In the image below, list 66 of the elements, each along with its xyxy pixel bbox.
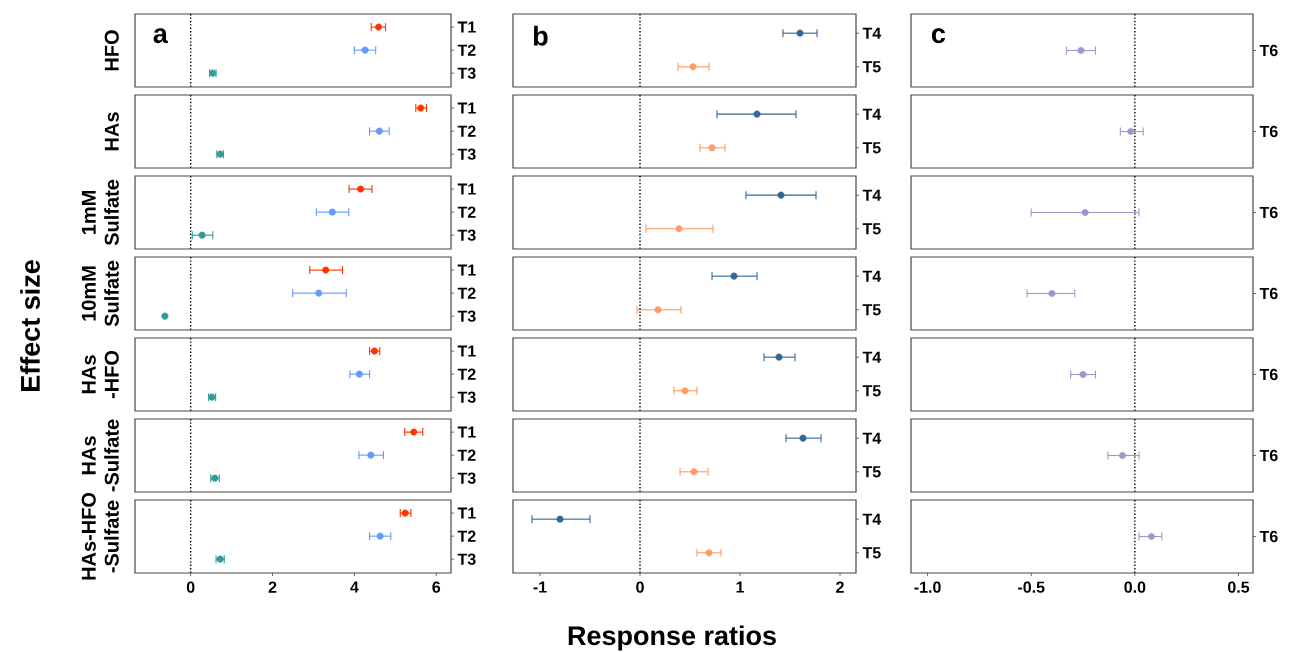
y-tick-label: T3 <box>457 148 476 160</box>
y-tick-label: T2 <box>457 206 476 218</box>
y-tick-label: T1 <box>457 426 476 438</box>
y-tick-label: T5 <box>862 142 881 154</box>
x-tick-label: 2 <box>268 581 277 593</box>
y-axis-title: HAs <box>104 112 119 151</box>
x-tick-label: 0.5 <box>1228 581 1250 593</box>
y-tick-label: T6 <box>1259 368 1278 381</box>
chart-title: b <box>533 25 548 46</box>
x-tick-label: 0 <box>186 581 195 593</box>
y-tick-label: T5 <box>862 304 881 316</box>
y-tick-label: T6 <box>1259 206 1278 219</box>
y-tick-label: T2 <box>457 287 476 299</box>
y-tick-label: T4 <box>862 189 882 201</box>
chart-title: a <box>153 28 168 44</box>
y-tick-label: T5 <box>862 223 881 235</box>
y-tick-label: T4 <box>862 351 882 363</box>
y-tick-label: T3 <box>457 229 476 241</box>
chart-title: c <box>931 28 946 44</box>
x-tick-label: -1.0 <box>914 581 941 593</box>
x-tick-label: 2 <box>836 581 844 593</box>
y-axis-title: HFO <box>104 30 119 71</box>
y-tick-label: T2 <box>457 125 476 137</box>
y-tick-label: T5 <box>862 61 881 73</box>
y-tick-label: T6 <box>1259 125 1278 138</box>
y-tick-label: T6 <box>1259 287 1278 300</box>
y-tick-label: T2 <box>457 44 476 56</box>
y-tick-label: T6 <box>1259 449 1278 462</box>
y-tick-label: T4 <box>862 270 882 282</box>
y-tick-label: T4 <box>862 432 882 444</box>
x-tick-label: 1 <box>736 581 745 593</box>
y-axis-title: HAs-HFO -Sulfate <box>81 492 119 580</box>
x-tick-label: 0 <box>636 581 644 593</box>
y-tick-label: T1 <box>457 264 476 276</box>
y-tick-label: T6 <box>1259 530 1278 543</box>
x-tick-label: 4 <box>350 581 359 593</box>
y-axis-title: 10mM Sulfate <box>81 260 119 327</box>
y-tick-label: T4 <box>862 513 882 525</box>
x-tick-label: -1 <box>533 581 547 593</box>
y-axis-title: HAs -Sulfate <box>81 419 119 492</box>
x-tick-label: 0.0 <box>1124 581 1146 593</box>
y-tick-label: T2 <box>457 530 476 542</box>
y-tick-label: T1 <box>457 183 476 195</box>
y-tick-label: T3 <box>457 553 476 565</box>
y-tick-label: T3 <box>457 472 476 484</box>
text: Effect size <box>20 260 40 391</box>
x-tick-label: -0.5 <box>1018 581 1045 593</box>
y-axis-title: 1mM Sulfate <box>81 179 119 246</box>
y-tick-label: T5 <box>862 385 881 397</box>
y-tick-label: T4 <box>862 108 882 120</box>
text: Response ratios <box>568 625 776 651</box>
y-tick-label: T3 <box>457 67 476 79</box>
y-axis-title: HAs -HFO <box>81 350 119 399</box>
y-tick-label: T1 <box>457 21 476 33</box>
y-tick-label: T3 <box>457 391 476 403</box>
y-tick-label: T2 <box>457 368 476 380</box>
y-tick-label: T1 <box>457 345 476 357</box>
x-tick-label: 6 <box>432 581 441 593</box>
y-tick-label: T4 <box>862 27 882 39</box>
y-tick-label: T1 <box>457 102 476 114</box>
y-tick-label: T2 <box>457 449 476 461</box>
y-tick-label: T5 <box>862 466 881 478</box>
y-tick-label: T1 <box>457 507 476 519</box>
y-tick-label: T3 <box>457 310 476 322</box>
y-tick-label: T6 <box>1259 44 1278 57</box>
y-tick-label: T5 <box>862 547 881 559</box>
